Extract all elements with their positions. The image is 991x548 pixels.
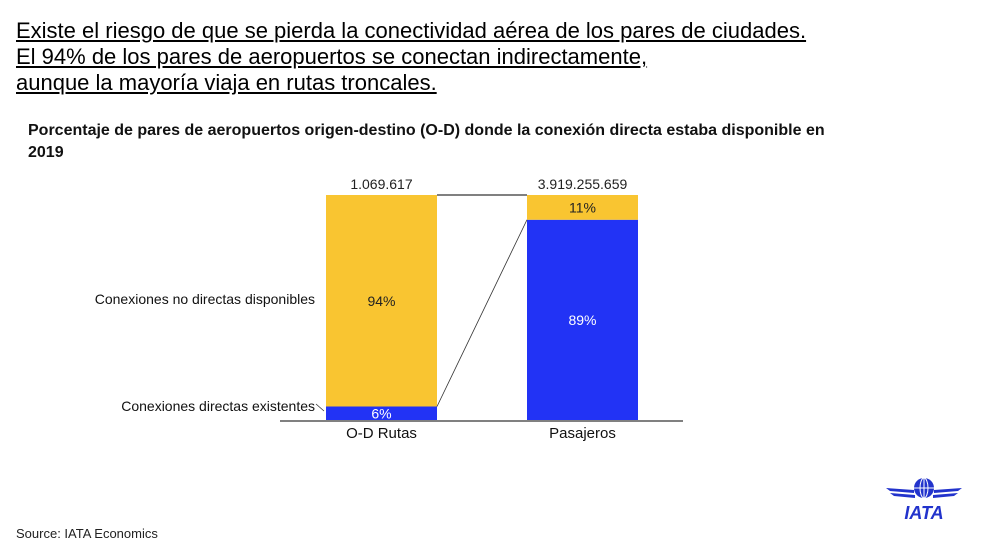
total-label: 1.069.617 [350, 176, 412, 192]
svg-text:IATA: IATA [904, 503, 943, 522]
series-label-direct: Conexiones directas existentes [121, 398, 315, 414]
source-note: Source: IATA Economics [16, 526, 158, 541]
x-tick-label: O-D Rutas [346, 425, 417, 442]
headline-line-2: El 94% de los pares de aeropuertos se co… [16, 44, 648, 69]
leader-line [315, 403, 325, 412]
bar-segment [527, 195, 638, 220]
headline: Existe el riesgo de que se pierda la con… [16, 18, 806, 96]
x-tick-label: Pasajeros [549, 425, 616, 442]
bar-segment [527, 219, 638, 420]
headline-line-3: aunque la mayoría viaja en rutas troncal… [16, 70, 437, 95]
chart-title-text: Porcentaje de pares de aeropuertos orige… [28, 122, 825, 161]
series-label-indirect: Conexiones no directas disponibles [95, 291, 315, 307]
total-label: 3.919.255.659 [538, 176, 628, 192]
data-label: 89% [568, 312, 596, 328]
connector-diagonal [436, 219, 528, 407]
data-label: 11% [569, 199, 596, 215]
headline-line-1: Existe el riesgo de que se pierda la con… [16, 18, 807, 43]
chart-title: Porcentaje de pares de aeropuertos orige… [28, 120, 828, 164]
iata-logo: IATA [884, 476, 964, 527]
data-label: 94% [367, 293, 395, 309]
data-label: 6% [371, 405, 391, 421]
bar-segment [326, 406, 437, 420]
bar-segment [326, 195, 437, 407]
